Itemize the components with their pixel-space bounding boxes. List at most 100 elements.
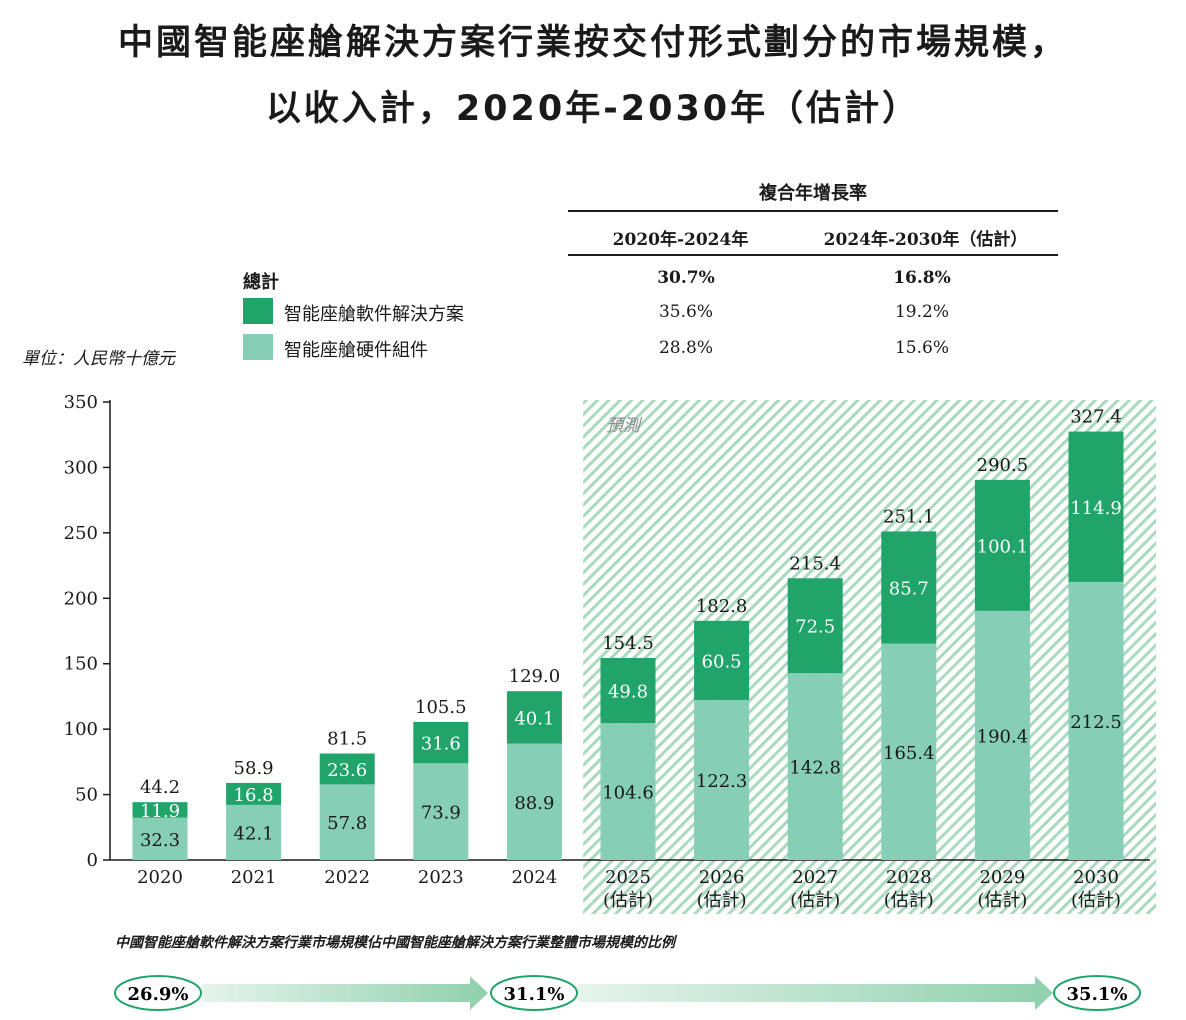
label-total-5: 154.5 bbox=[602, 633, 654, 654]
label-software-10: 114.9 bbox=[1070, 498, 1122, 519]
label-hardware-10: 212.5 bbox=[1070, 712, 1122, 733]
cagr-software-2020-2024: 35.6% bbox=[658, 302, 713, 322]
cagr-hardware-2020-2024: 28.8% bbox=[658, 338, 713, 358]
cagr-hardware-2024-2030: 15.6% bbox=[894, 338, 949, 358]
label-total-3: 105.5 bbox=[415, 697, 467, 718]
label-total-6: 182.8 bbox=[696, 596, 748, 617]
bar-hardware-4 bbox=[506, 743, 562, 860]
label-software-3: 31.6 bbox=[421, 734, 461, 755]
y-tick-label-100: 100 bbox=[64, 719, 98, 740]
label-total-9: 290.5 bbox=[977, 455, 1029, 476]
label-software-0: 11.9 bbox=[140, 801, 180, 822]
y-tick-label-50: 50 bbox=[75, 785, 98, 806]
x-tick-sublabel-5: (估計) bbox=[603, 890, 653, 911]
label-hardware-4: 88.9 bbox=[514, 793, 554, 814]
cagr-col2-header: 2024年-2030年（估計） bbox=[823, 230, 1028, 250]
label-hardware-7: 142.8 bbox=[789, 758, 841, 779]
bar-software-7 bbox=[787, 578, 843, 674]
label-software-7: 72.5 bbox=[795, 617, 835, 638]
cagr-header: 複合年增長率 bbox=[759, 183, 867, 204]
label-hardware-0: 32.3 bbox=[140, 830, 180, 851]
bar-hardware-1 bbox=[226, 804, 282, 860]
unit-label: 單位：人民幣十億元 bbox=[22, 349, 175, 369]
x-tick-label-10: 2030 bbox=[1073, 867, 1119, 888]
x-tick-sublabel-6: (估計) bbox=[697, 890, 747, 911]
label-total-10: 327.4 bbox=[1070, 407, 1122, 428]
bar-software-1 bbox=[226, 782, 282, 805]
x-tick-sublabel-7: (估計) bbox=[790, 890, 840, 911]
y-tick-label-250: 250 bbox=[64, 523, 98, 544]
bar-software-6 bbox=[694, 620, 750, 700]
x-tick-label-3: 2023 bbox=[418, 867, 464, 888]
bar-hardware-6 bbox=[694, 699, 750, 860]
bar-hardware-3 bbox=[413, 763, 469, 860]
label-hardware-2: 57.8 bbox=[327, 813, 367, 834]
x-tick-label-7: 2027 bbox=[792, 867, 838, 888]
bar-hardware-5 bbox=[600, 723, 656, 860]
x-tick-label-5: 2025 bbox=[605, 867, 651, 888]
legend-hardware-swatch bbox=[243, 334, 273, 360]
label-total-2: 81.5 bbox=[327, 728, 367, 749]
label-software-5: 49.8 bbox=[608, 682, 648, 703]
label-software-1: 16.8 bbox=[234, 785, 274, 806]
label-total-1: 58.9 bbox=[234, 758, 274, 779]
x-tick-label-0: 2020 bbox=[137, 867, 183, 888]
bar-software-2 bbox=[319, 753, 375, 785]
x-tick-label-2: 2022 bbox=[324, 867, 370, 888]
footer-caption: 中國智能座艙軟件解決方案行業市場規模佔中國智能座艙解決方案行業整體市場規模的比例 bbox=[115, 935, 675, 951]
forecast-label: 預測 bbox=[606, 416, 643, 436]
bar-software-5 bbox=[600, 657, 656, 724]
bar-hardware-0 bbox=[132, 817, 188, 860]
y-tick-label-150: 150 bbox=[64, 654, 98, 675]
legend-software-label: 智能座艙軟件解決方案 bbox=[284, 304, 464, 325]
x-tick-sublabel-8: (估計) bbox=[884, 890, 934, 911]
x-tick-label-9: 2029 bbox=[979, 867, 1025, 888]
y-tick-label-0: 0 bbox=[87, 850, 98, 871]
bar-software-0 bbox=[132, 802, 188, 818]
x-tick-label-1: 2021 bbox=[231, 867, 277, 888]
label-hardware-5: 104.6 bbox=[602, 783, 654, 804]
chart-title-line1: 中國智能座艙解決方案行業按交付形式劃分的市場規模， bbox=[117, 23, 1068, 63]
x-tick-label-4: 2024 bbox=[511, 867, 557, 888]
label-hardware-3: 73.9 bbox=[421, 803, 461, 824]
y-tick-label-350: 350 bbox=[64, 392, 98, 413]
label-hardware-8: 165.4 bbox=[883, 743, 935, 764]
legend-hardware-label: 智能座艙硬件組件 bbox=[284, 340, 428, 361]
cagr-total-2024-2030: 16.8% bbox=[893, 268, 951, 288]
bar-software-10 bbox=[1068, 431, 1124, 582]
label-software-9: 100.1 bbox=[977, 536, 1029, 557]
bar-hardware-8 bbox=[881, 643, 937, 860]
y-tick-label-200: 200 bbox=[64, 588, 98, 609]
label-total-4: 129.0 bbox=[509, 666, 561, 687]
label-software-6: 60.5 bbox=[702, 651, 742, 672]
bar-software-3 bbox=[413, 721, 469, 764]
cagr-software-2024-2030: 19.2% bbox=[894, 302, 949, 322]
label-hardware-6: 122.3 bbox=[696, 771, 748, 792]
legend-total-label: 總計 bbox=[243, 272, 279, 293]
bar-software-8 bbox=[881, 531, 937, 644]
cagr-top-rule bbox=[568, 210, 1058, 212]
label-total-8: 251.1 bbox=[883, 506, 935, 527]
x-tick-sublabel-10: (估計) bbox=[1071, 890, 1121, 911]
legend-software-swatch bbox=[243, 298, 273, 324]
label-hardware-9: 190.4 bbox=[977, 726, 1029, 747]
bar-software-4 bbox=[506, 691, 562, 744]
forecast-region bbox=[583, 400, 1156, 914]
label-software-2: 23.6 bbox=[327, 760, 367, 781]
bar-hardware-9 bbox=[974, 610, 1030, 860]
bar-hardware-2 bbox=[319, 784, 375, 860]
label-total-7: 215.4 bbox=[789, 553, 841, 574]
cagr-col1-header: 2020年-2024年 bbox=[612, 230, 749, 250]
x-tick-sublabel-9: (估計) bbox=[977, 890, 1027, 911]
label-hardware-1: 42.1 bbox=[234, 823, 274, 844]
label-total-0: 44.2 bbox=[140, 777, 180, 798]
cagr-bottom-rule bbox=[568, 254, 1058, 256]
y-tick-label-300: 300 bbox=[64, 457, 98, 478]
bar-software-9 bbox=[974, 479, 1030, 611]
bar-hardware-10 bbox=[1068, 581, 1124, 860]
label-software-4: 40.1 bbox=[514, 708, 554, 729]
cagr-total-2020-2024: 30.7% bbox=[657, 268, 715, 288]
x-tick-label-6: 2026 bbox=[699, 867, 745, 888]
x-tick-label-8: 2028 bbox=[886, 867, 932, 888]
